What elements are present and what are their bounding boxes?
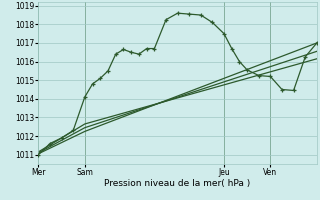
X-axis label: Pression niveau de la mer( hPa ): Pression niveau de la mer( hPa ) [104,179,251,188]
